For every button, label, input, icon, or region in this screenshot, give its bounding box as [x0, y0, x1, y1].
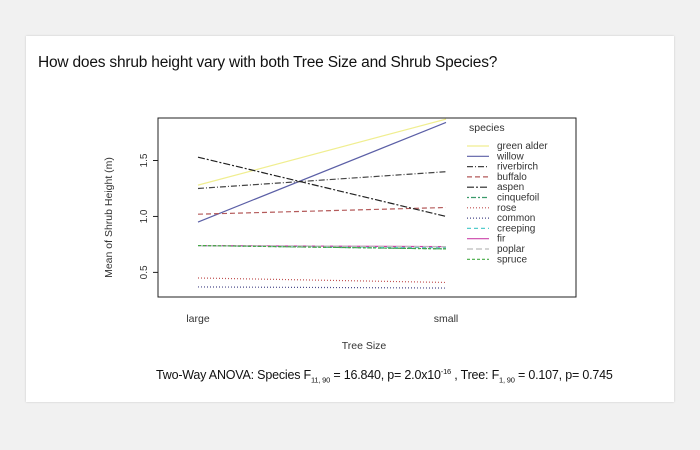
- caption-species-exponent: -16: [440, 367, 452, 376]
- legend-label: fir: [497, 234, 506, 245]
- series-line: [197, 156, 447, 218]
- y-tick-label: 0.5: [139, 265, 150, 279]
- caption-species-df: 11, 90: [310, 375, 331, 385]
- series-line: [197, 121, 447, 223]
- legend-label: buffalo: [497, 172, 527, 183]
- question-card: How does shrub height vary with both Tre…: [26, 36, 674, 402]
- x-axis-label: Tree Size: [342, 340, 387, 352]
- legend-label: willow: [496, 151, 524, 162]
- legend-label: spruce: [497, 254, 527, 265]
- anova-caption: Two-Way ANOVA: Species F11, 90 = 16.840,…: [156, 367, 613, 385]
- series-line: [197, 171, 447, 190]
- legend-label: common: [497, 213, 535, 224]
- legend-label: riverbirch: [497, 162, 538, 173]
- plot-frame: [157, 117, 577, 298]
- legend-label: creeping: [497, 223, 535, 234]
- caption-tree-df: 1, 90: [499, 375, 515, 385]
- series-line: [197, 244, 447, 250]
- legend-label: poplar: [497, 244, 525, 255]
- y-tick-label: 1.0: [139, 209, 150, 223]
- legend-label: aspen: [497, 182, 524, 193]
- y-tick-label: 1.5: [139, 153, 150, 167]
- legend-title: species: [469, 122, 505, 134]
- caption-species-stats: = 16.840, p= 2.0x10: [330, 368, 441, 383]
- series-line: [197, 206, 447, 215]
- question-text: How does shrub height vary with both Tre…: [38, 54, 498, 71]
- x-tick-label: large: [186, 313, 210, 325]
- caption-tree-stats: = 0.107, p= 0.745: [514, 368, 613, 383]
- legend-label: green alder: [497, 141, 548, 152]
- y-axis-label: Mean of Shrub Height (m): [103, 157, 115, 278]
- caption-prefix: Two-Way ANOVA: Species F: [156, 368, 311, 383]
- legend-label: rose: [497, 203, 517, 214]
- interaction-plot: 0.5 1.0 1.5 Mean of Shrub Height (m) large sm…: [103, 117, 577, 352]
- caption-tree-prefix: , Tree: F: [451, 368, 500, 383]
- legend-label: cinquefoil: [497, 193, 539, 204]
- series-line: [197, 244, 447, 249]
- series-line: [197, 118, 447, 186]
- series-line: [197, 286, 447, 289]
- x-tick-label: small: [434, 313, 459, 325]
- series-line: [197, 277, 447, 284]
